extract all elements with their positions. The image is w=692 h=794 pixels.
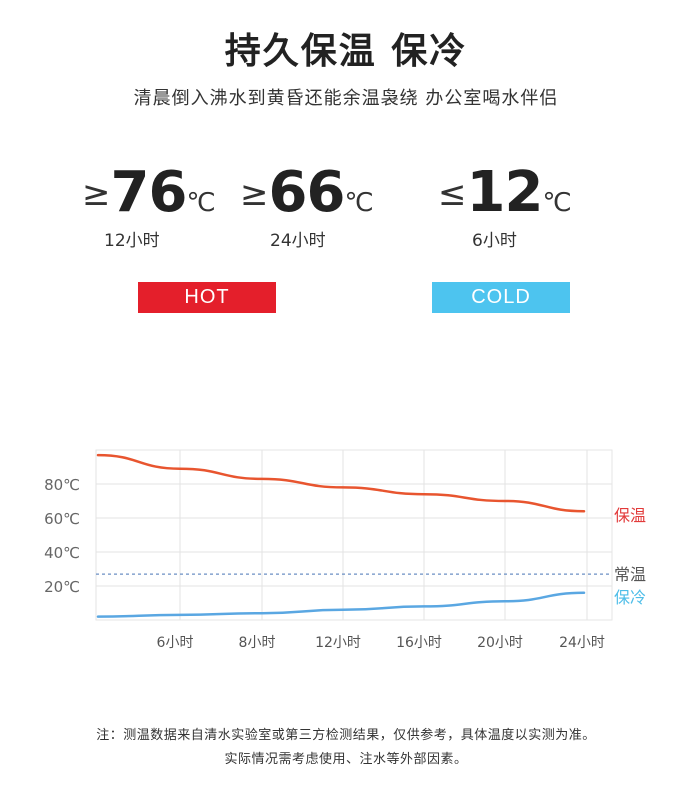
stat-hours: 6小时 (472, 231, 517, 251)
plot-area (95, 449, 613, 621)
hot-badge: HOT (138, 282, 276, 313)
stat-unit: ℃ (542, 188, 572, 218)
page-subtitle: 清晨倒入沸水到黄昏还能余温袅绕 办公室喝水伴侣 (133, 88, 559, 109)
stat-hours: 24小时 (270, 231, 326, 251)
x-tick-label: 20小时 (477, 635, 523, 651)
x-tick-label: 12小时 (315, 635, 361, 651)
reference-label: 常温 (614, 565, 646, 584)
x-tick-label: 6小时 (157, 635, 194, 651)
x-tick-label: 24小时 (559, 635, 605, 651)
x-tick-label: 16小时 (396, 635, 442, 651)
series-label: 保冷 (614, 588, 646, 607)
series-label: 保温 (614, 506, 646, 525)
stat-value: 12 (466, 160, 544, 225)
y-tick-label: 80℃ (44, 476, 80, 494)
stat-symbol: ≥ (82, 174, 111, 214)
footnote-line-2: 实际情况需考虑使用、注水等外部因素。 (224, 752, 468, 767)
stat-hours: 12小时 (104, 231, 160, 251)
stat-unit: ℃ (186, 188, 216, 218)
cold-badge: COLD (432, 282, 570, 313)
stat-hot-12h: ≥76℃ 12小时 (82, 160, 252, 260)
stat-cold-6h: ≤12℃ 6小时 (438, 160, 608, 260)
y-tick-label: 40℃ (44, 544, 80, 562)
y-tick-label: 60℃ (44, 510, 80, 528)
stat-symbol: ≥ (240, 174, 269, 214)
stat-symbol: ≤ (438, 174, 467, 214)
stat-value: 66 (268, 160, 346, 225)
footnote-line-1: 注：测温数据来自清水实验室或第三方检测结果，仅供参考，具体温度以实测为准。 (96, 728, 596, 743)
y-tick-label: 20℃ (44, 578, 80, 596)
x-tick-label: 8小时 (239, 635, 276, 651)
stat-value: 76 (110, 160, 188, 225)
stat-hot-24h: ≥66℃ 24小时 (240, 160, 410, 260)
stat-unit: ℃ (344, 188, 374, 218)
page-title: 持久保温 保冷 (224, 31, 468, 72)
